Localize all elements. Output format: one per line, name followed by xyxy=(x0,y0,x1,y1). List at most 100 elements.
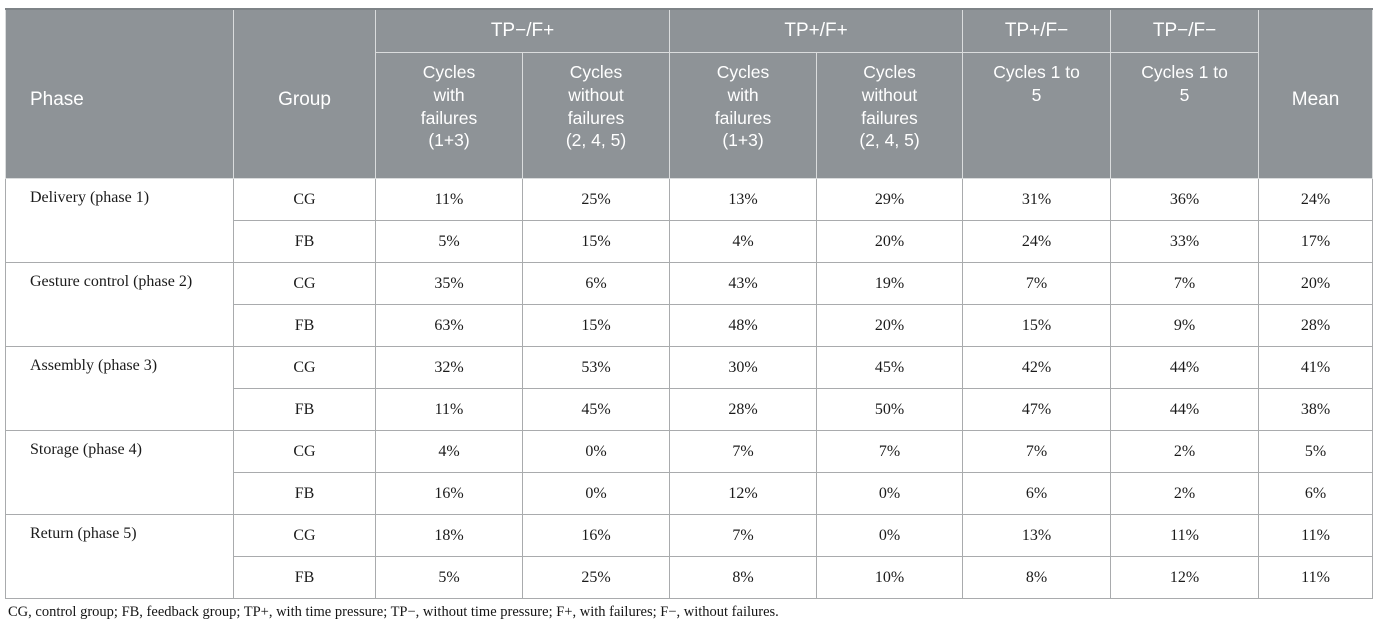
value-cell: 11% xyxy=(375,388,523,431)
table-row: Return (phase 5) CG 18% 16% 7% 0% 13% 11… xyxy=(5,514,1374,599)
value-cell: 28% xyxy=(669,388,818,431)
subheader-label: Cycles with failures (1+3) xyxy=(714,62,772,151)
value-cell: 12% xyxy=(1110,556,1260,599)
group-cell: CG xyxy=(233,514,376,557)
column-header-group: Group xyxy=(233,8,376,179)
value-cell: 4% xyxy=(669,220,818,263)
value-cell: 20% xyxy=(816,304,964,347)
value-cell: 10% xyxy=(816,556,964,599)
table-row: Delivery (phase 1) CG 11% 25% 13% 29% 31… xyxy=(5,178,1374,263)
value-cell: 15% xyxy=(962,304,1112,347)
value-cell: 15% xyxy=(521,220,671,263)
subheader-label: Cycles without failures (2, 4, 5) xyxy=(565,62,627,151)
value-cell: 17% xyxy=(1258,220,1374,263)
value-cell: 24% xyxy=(962,220,1112,263)
value-cell: 36% xyxy=(1110,178,1260,221)
table-row: FB 5% 25% 8% 10% 8% 12% 11% xyxy=(6,556,1374,599)
table-row: Gesture control (phase 2) CG 35% 6% 43% … xyxy=(5,262,1374,347)
value-cell: 45% xyxy=(521,388,671,431)
table-footnote: CG, control group; FB, feedback group; T… xyxy=(8,604,779,620)
column-header-tp-plus-f-minus: TP+/F− xyxy=(962,8,1112,53)
phase-cell: Assembly (phase 3) xyxy=(5,346,234,431)
value-cell: 33% xyxy=(1110,220,1260,263)
value-cell: 11% xyxy=(1258,556,1374,599)
value-cell: 29% xyxy=(816,178,964,221)
value-cell: 25% xyxy=(521,178,671,221)
value-cell: 25% xyxy=(521,556,671,599)
value-cell: 18% xyxy=(375,514,523,557)
phase-cell: Gesture control (phase 2) xyxy=(5,262,234,347)
value-cell: 44% xyxy=(1110,388,1260,431)
value-cell: 47% xyxy=(962,388,1112,431)
group-cell: CG xyxy=(233,430,376,473)
group-cell: FB xyxy=(233,472,376,515)
value-cell: 0% xyxy=(521,430,671,473)
group-cell: FB xyxy=(233,388,376,431)
value-cell: 50% xyxy=(816,388,964,431)
column-header-mean: Mean xyxy=(1258,8,1374,179)
value-cell: 32% xyxy=(375,346,523,389)
table-row: FB 63% 15% 48% 20% 15% 9% 28% xyxy=(6,304,1374,347)
column-header-tp-plus-f-plus: TP+/F+ xyxy=(669,8,964,53)
subheader-label: Cycles without failures (2, 4, 5) xyxy=(859,62,920,151)
group-cell: CG xyxy=(233,178,376,221)
value-cell: 30% xyxy=(669,346,818,389)
column-header-tp-minus-f-plus: TP−/F+ xyxy=(374,8,671,53)
value-cell: 13% xyxy=(962,514,1112,557)
value-cell: 7% xyxy=(962,262,1112,305)
value-cell: 11% xyxy=(375,178,523,221)
value-cell: 6% xyxy=(521,262,671,305)
value-cell: 2% xyxy=(1110,430,1260,473)
value-cell: 7% xyxy=(669,514,818,557)
subheader-label: Cycles 1 to 5 xyxy=(1141,62,1228,105)
value-cell: 28% xyxy=(1258,304,1374,347)
subheader-label: Cycles with failures (1+3) xyxy=(420,62,478,151)
table-header: Phase Group TP−/F+ TP+/F+ TP+/F− TP−/F− … xyxy=(5,8,1374,179)
value-cell: 63% xyxy=(375,304,523,347)
value-cell: 16% xyxy=(521,514,671,557)
subheader-cycles-with-failures-2: Cycles with failures (1+3) xyxy=(669,52,818,179)
subheader-cycles-with-failures-1: Cycles with failures (1+3) xyxy=(375,52,523,179)
value-cell: 42% xyxy=(962,346,1112,389)
value-cell: 5% xyxy=(375,556,523,599)
subheader-label: Cycles 1 to 5 xyxy=(993,62,1080,105)
group-cell: FB xyxy=(233,220,376,263)
value-cell: 35% xyxy=(375,262,523,305)
value-cell: 19% xyxy=(816,262,964,305)
value-cell: 7% xyxy=(816,430,964,473)
value-cell: 6% xyxy=(962,472,1112,515)
value-cell: 20% xyxy=(1258,262,1374,305)
value-cell: 6% xyxy=(1258,472,1374,515)
header-row-cycles: Cycles with failures (1+3) Cycles withou… xyxy=(6,52,1373,179)
table-row: FB 5% 15% 4% 20% 24% 33% 17% xyxy=(6,220,1374,263)
value-cell: 8% xyxy=(962,556,1112,599)
table-row: FB 11% 45% 28% 50% 47% 44% 38% xyxy=(6,388,1374,431)
value-cell: 4% xyxy=(375,430,523,473)
table-row: Assembly (phase 3) CG 32% 53% 30% 45% 42… xyxy=(5,346,1374,431)
column-header-phase: Phase xyxy=(5,8,234,179)
value-cell: 43% xyxy=(669,262,818,305)
table-row: FB 16% 0% 12% 0% 6% 2% 6% xyxy=(6,472,1374,515)
group-cell: CG xyxy=(233,346,376,389)
value-cell: 38% xyxy=(1258,388,1374,431)
column-header-tp-minus-f-minus: TP−/F− xyxy=(1110,8,1260,53)
value-cell: 0% xyxy=(816,514,964,557)
group-cell: CG xyxy=(233,262,376,305)
value-cell: 11% xyxy=(1258,514,1374,557)
value-cell: 8% xyxy=(669,556,818,599)
subheader-cycles-without-failures-1: Cycles without failures (2, 4, 5) xyxy=(521,52,671,179)
value-cell: 7% xyxy=(1110,262,1260,305)
value-cell: 5% xyxy=(375,220,523,263)
value-cell: 11% xyxy=(1110,514,1260,557)
phase-cell: Storage (phase 4) xyxy=(5,430,234,515)
value-cell: 0% xyxy=(521,472,671,515)
value-cell: 9% xyxy=(1110,304,1260,347)
group-cell: FB xyxy=(233,556,376,599)
value-cell: 45% xyxy=(816,346,964,389)
value-cell: 53% xyxy=(521,346,671,389)
value-cell: 15% xyxy=(521,304,671,347)
subheader-cycles-1-to-5-a: Cycles 1 to 5 xyxy=(962,52,1112,179)
subheader-cycles-without-failures-2: Cycles without failures (2, 4, 5) xyxy=(816,52,964,179)
value-cell: 12% xyxy=(669,472,818,515)
